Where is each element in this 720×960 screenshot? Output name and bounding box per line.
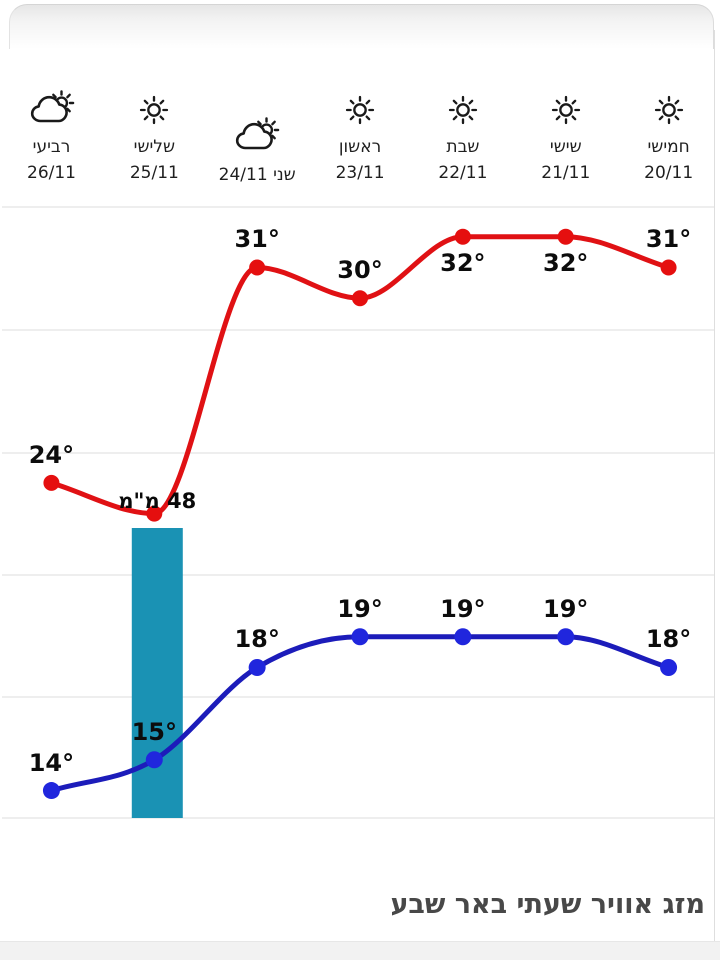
footer-band <box>0 941 720 960</box>
day-column-20-11[interactable]: חמישי 20/11 <box>617 90 720 183</box>
day-name: רביעי <box>32 137 71 157</box>
max-temp-label: 24° <box>28 440 75 469</box>
day-date: 22/11 <box>438 163 488 183</box>
partly-cloudy-icon-wrap <box>234 117 280 157</box>
day-column-24-11[interactable]: שני 24/11 <box>206 90 309 185</box>
max-temp-label: 31° <box>234 225 280 254</box>
max-temp-point <box>352 290 368 307</box>
min-temp-label: 18° <box>234 625 280 654</box>
min-temp-label: 19° <box>337 594 383 623</box>
min-temp-label: 15° <box>131 717 177 746</box>
min-temp-point <box>145 751 163 769</box>
card-right-border <box>714 30 715 941</box>
day-name: חמישי <box>647 137 690 157</box>
max-temp-point <box>557 228 574 245</box>
min-temp-point <box>351 628 369 646</box>
min-temp-label: 19° <box>440 594 486 623</box>
day-column-25-11[interactable]: שלישי 25/11 <box>103 90 206 183</box>
sunny-icon-wrap <box>445 90 481 130</box>
sunny-icon <box>345 95 375 125</box>
sunny-icon <box>654 95 683 125</box>
min-temp-point <box>660 658 678 676</box>
max-temp-point <box>660 259 677 276</box>
sunny-icon <box>448 95 478 125</box>
day-name: שלישי <box>133 137 176 157</box>
day-date: 25/11 <box>129 163 179 183</box>
day-name: שבת <box>446 137 480 157</box>
partly-cloudy-icon-wrap <box>29 90 75 130</box>
day-date: 26/11 <box>27 163 76 183</box>
max-temp-label: 32° <box>543 248 589 277</box>
chart-title: מזג אוויר שעתי באר שבע <box>390 889 705 920</box>
day-column-22-11[interactable]: שבת 22/11 <box>411 90 514 183</box>
sunny-icon-wrap <box>136 90 172 130</box>
min-temp-point <box>557 628 575 646</box>
card-top-edge <box>9 4 714 49</box>
sunny-icon-wrap <box>651 90 687 130</box>
day-date: 23/11 <box>335 163 385 183</box>
day-date: 20/11 <box>644 163 694 183</box>
precipitation-bar <box>131 528 183 818</box>
day-column-26-11[interactable]: רביעי 26/11 <box>0 90 103 183</box>
day-name: שישי <box>549 137 582 157</box>
min-temp-label: 18° <box>645 625 692 654</box>
day-column-21-11[interactable]: שישי 21/11 <box>514 90 617 183</box>
day-column-23-11[interactable]: ראשון 23/11 <box>309 90 412 183</box>
day-name: ראשון <box>338 137 382 157</box>
sunny-icon-wrap <box>342 90 378 130</box>
partly-cloudy-icon <box>236 117 280 150</box>
min-temp-point <box>248 658 266 676</box>
min-temp-point <box>454 628 472 646</box>
max-temp-point <box>249 259 266 276</box>
max-temp-point <box>454 228 471 245</box>
min-temp-point <box>42 782 60 800</box>
min-temp-label: 19° <box>543 594 589 623</box>
days-header: חמישי 20/11 שישי 21/11 שבת 22/11 ראשון 23/11… <box>0 0 720 200</box>
max-temp-point <box>43 474 60 491</box>
sunny-icon <box>140 95 169 125</box>
max-temp-point <box>146 505 163 522</box>
sunny-icon <box>551 95 580 125</box>
day-name-date: שני 24/11 <box>218 165 296 185</box>
max-temp-label: 30° <box>337 256 383 285</box>
max-temp-label: 31° <box>645 225 692 254</box>
precipitation-label: 48 מ"מ <box>118 489 197 513</box>
min-temp-label: 14° <box>28 748 75 777</box>
sunny-icon-wrap <box>548 90 584 130</box>
partly-cloudy-icon <box>30 90 74 123</box>
day-date: 21/11 <box>541 163 591 183</box>
max-temp-label: 32° <box>440 248 486 277</box>
